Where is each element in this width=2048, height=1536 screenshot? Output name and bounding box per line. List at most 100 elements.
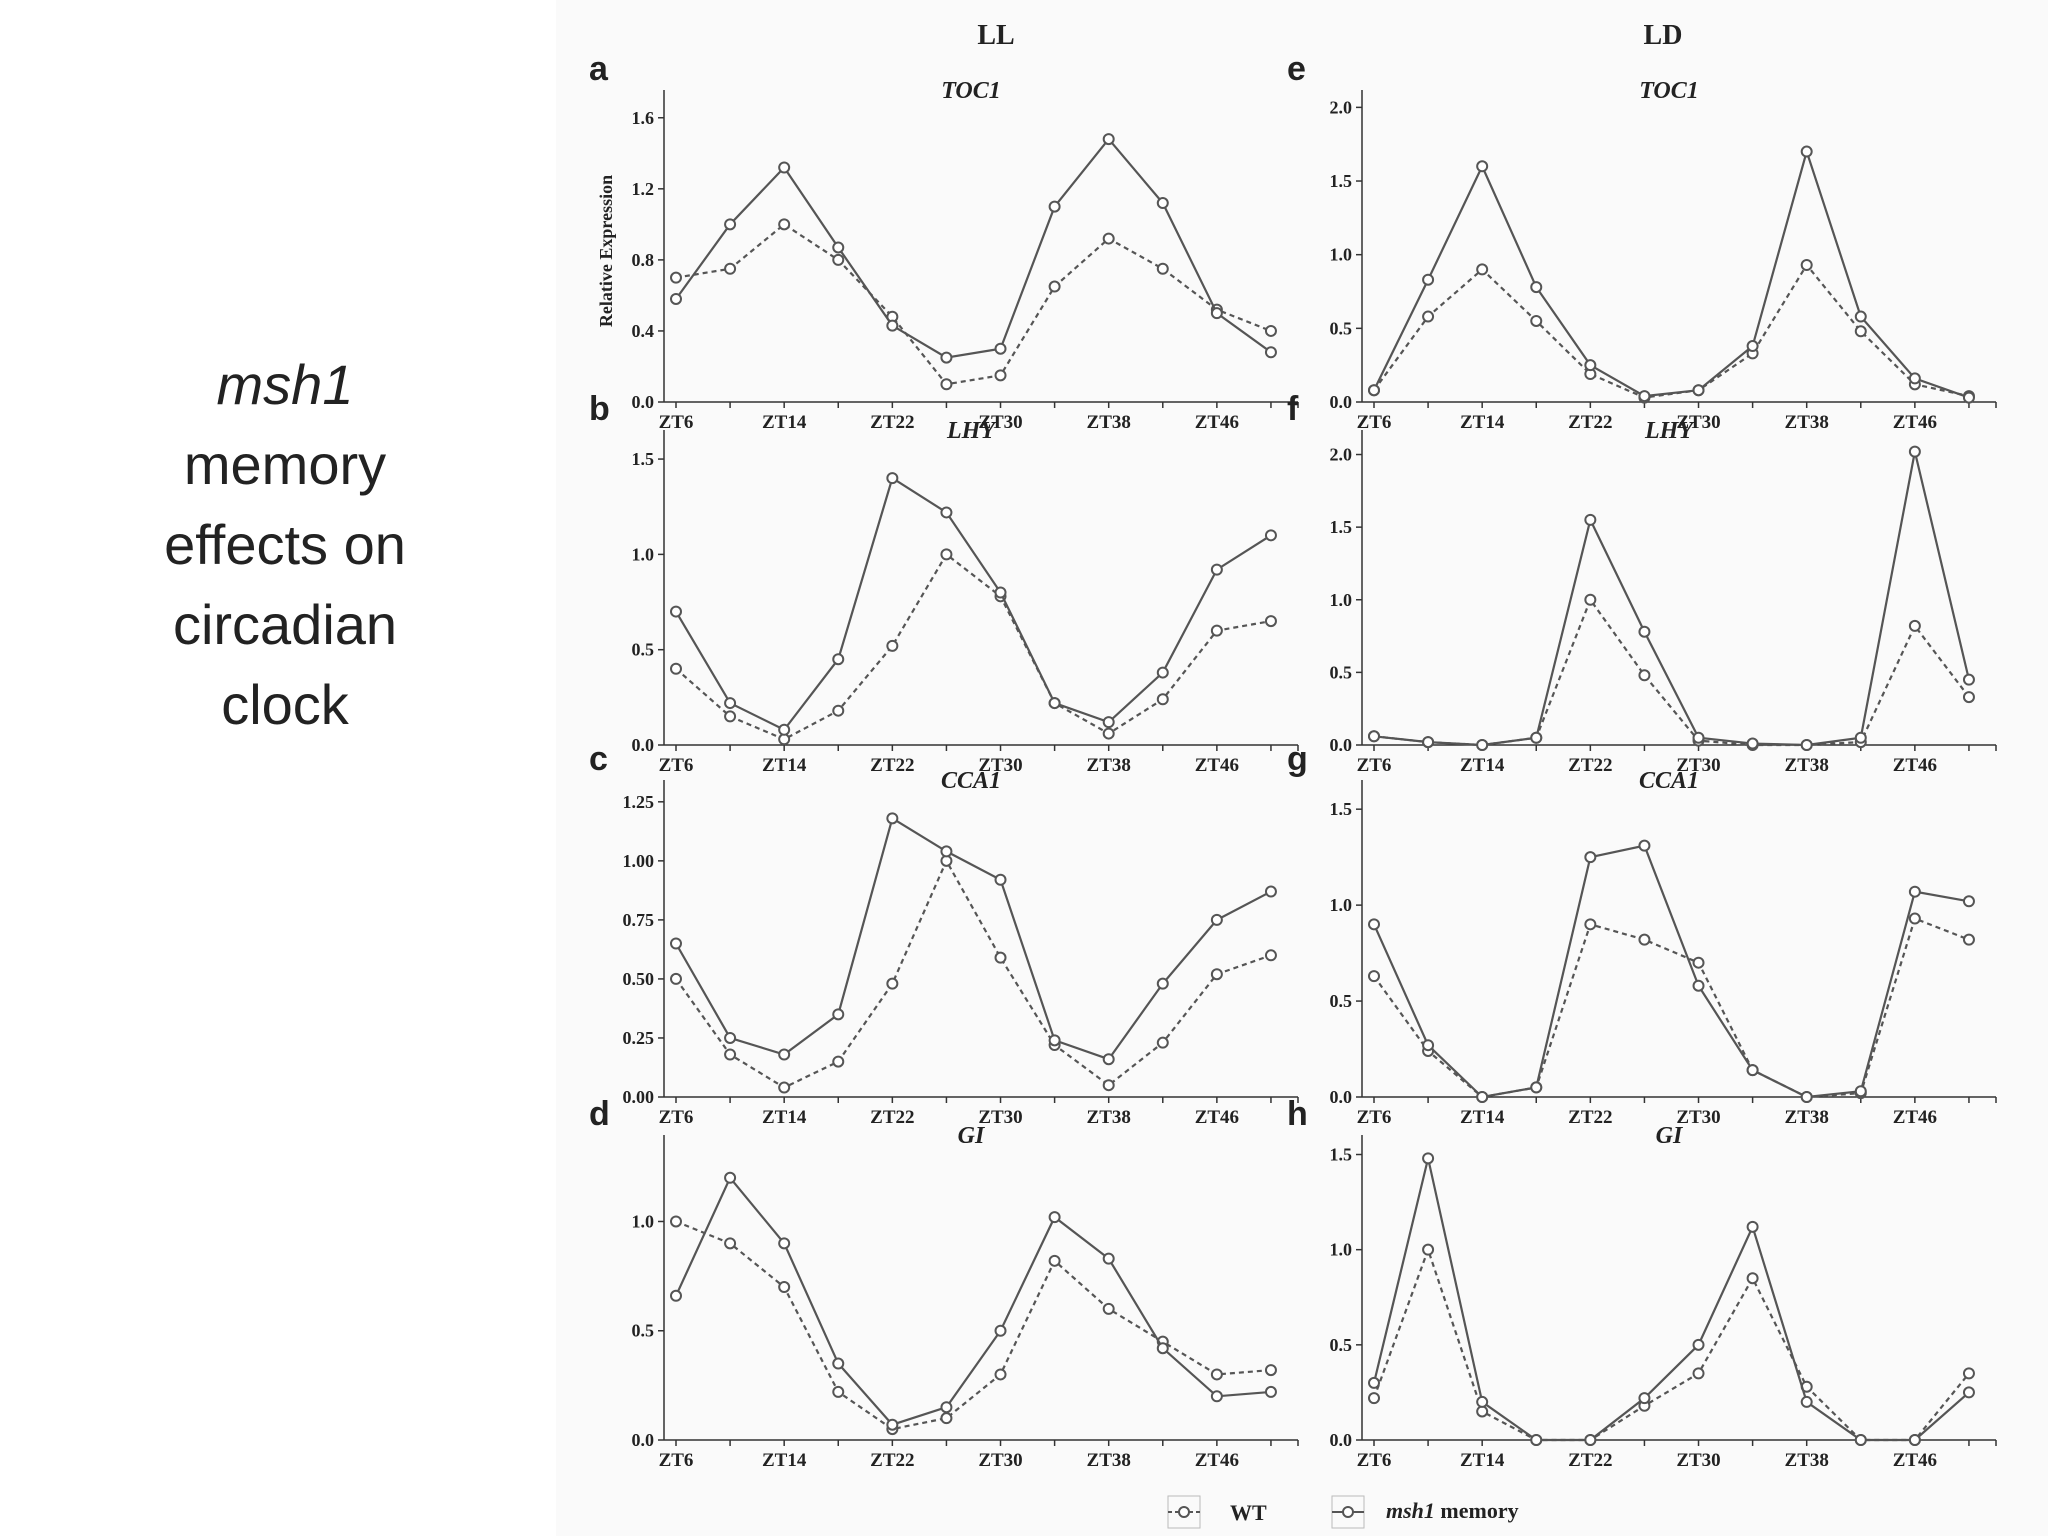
point-wt <box>832 1385 845 1398</box>
point-wt <box>778 218 791 231</box>
x-tick-label: ZT46 <box>1195 755 1239 776</box>
point-msh1 <box>1048 200 1061 213</box>
y-tick-label: 1.0 <box>1330 590 1353 610</box>
x-tick-label: ZT30 <box>978 755 1022 776</box>
legend-msh1-italic: msh1 <box>1386 1498 1435 1523</box>
point-wt <box>670 662 682 675</box>
point-wt <box>1368 970 1380 983</box>
point-wt <box>832 1055 845 1068</box>
point-wt <box>832 704 845 717</box>
x-tick-label: ZT38 <box>1785 1450 1829 1471</box>
x-tick-label: ZT14 <box>762 755 807 776</box>
point-msh1 <box>1854 310 1867 323</box>
y-tick-label: 2.0 <box>1330 97 1353 117</box>
point-msh1 <box>1638 839 1651 852</box>
point-wt <box>1962 691 1975 704</box>
point-msh1 <box>886 319 899 332</box>
x-tick-label: ZT30 <box>978 1450 1022 1471</box>
title-line-1: memory <box>183 433 387 496</box>
point-msh1 <box>1854 1085 1867 1098</box>
column-title-ll: LL <box>977 20 1014 51</box>
point-msh1 <box>1962 895 1975 908</box>
point-msh1 <box>1264 885 1277 898</box>
gene-title: LHY <box>946 418 997 444</box>
point-msh1 <box>1368 730 1380 743</box>
point-msh1 <box>1962 1386 1975 1399</box>
x-tick-label: ZT46 <box>1893 1450 1937 1471</box>
point-msh1 <box>940 351 953 364</box>
point-msh1 <box>1638 390 1651 403</box>
series-line-wt <box>675 858 1272 1089</box>
panel-letter: e <box>1287 50 1306 88</box>
series-line-msh1 <box>675 1175 1272 1426</box>
x-tick-label: ZT14 <box>1460 412 1505 433</box>
point-msh1 <box>886 472 899 485</box>
point-wt <box>1584 593 1597 606</box>
x-tick-label: ZT14 <box>1460 1450 1505 1471</box>
point-wt <box>1854 325 1867 338</box>
legend-wt-label: WT <box>1230 1500 1267 1525</box>
panel-letter: d <box>589 1095 610 1133</box>
y-tick-label: 1.2 <box>632 179 655 199</box>
y-tick-label: 0.0 <box>1330 1087 1353 1107</box>
x-tick-label: ZT22 <box>870 412 914 433</box>
x-tick-label: ZT6 <box>1357 1450 1392 1471</box>
point-wt <box>1264 615 1277 628</box>
point-msh1 <box>724 697 737 710</box>
point-wt <box>1156 1036 1169 1049</box>
y-tick-label: 0.0 <box>632 1430 655 1450</box>
point-wt <box>1264 324 1277 337</box>
gene-title: GI <box>1656 1123 1684 1149</box>
point-msh1 <box>778 161 791 174</box>
point-msh1 <box>1476 1091 1489 1103</box>
x-tick-label: ZT38 <box>1785 412 1829 433</box>
y-tick-label: 1.0 <box>632 544 655 564</box>
x-tick-label: ZT6 <box>659 412 694 433</box>
y-tick-label: 0.8 <box>632 250 655 270</box>
point-msh1 <box>1368 1376 1380 1389</box>
point-msh1 <box>1530 1434 1543 1446</box>
point-wt <box>670 1215 682 1228</box>
x-tick-label: ZT30 <box>1676 755 1720 776</box>
point-wt <box>1264 1364 1277 1377</box>
point-msh1 <box>1746 340 1759 353</box>
point-msh1 <box>1800 1395 1813 1408</box>
point-msh1 <box>1962 673 1975 686</box>
point-msh1 <box>832 241 845 254</box>
gene-title: CCA1 <box>1639 768 1699 794</box>
point-msh1 <box>1908 1434 1921 1446</box>
x-tick-label: ZT46 <box>1195 1107 1239 1128</box>
point-wt <box>1102 727 1115 740</box>
point-msh1 <box>1102 1053 1115 1066</box>
y-tick-label: 0.5 <box>632 640 655 660</box>
x-tick-label: ZT46 <box>1893 412 1937 433</box>
point-msh1 <box>1048 1211 1061 1224</box>
point-wt <box>1210 624 1223 637</box>
gene-title: TOC1 <box>941 78 1001 104</box>
series-line-wt <box>675 222 1272 386</box>
x-tick-label: ZT38 <box>1087 412 1131 433</box>
series-line-msh1 <box>675 476 1272 732</box>
point-msh1 <box>1638 1392 1651 1405</box>
x-tick-label: ZT22 <box>1568 1107 1612 1128</box>
point-msh1 <box>1156 1342 1169 1355</box>
title-gene-name: msh1 <box>216 353 354 416</box>
y-tick-label: 1.0 <box>1330 245 1353 265</box>
gene-title: CCA1 <box>941 768 1001 794</box>
x-tick-label: ZT22 <box>1568 755 1612 776</box>
legend-msh1-marker <box>1342 1506 1354 1518</box>
point-msh1 <box>1102 133 1115 146</box>
point-msh1 <box>1264 529 1277 542</box>
x-tick-label: ZT6 <box>659 755 694 776</box>
y-tick-label: 1.5 <box>1330 1145 1353 1165</box>
point-wt <box>1746 1272 1759 1285</box>
point-msh1 <box>1476 739 1489 751</box>
point-wt <box>994 1368 1007 1381</box>
point-msh1 <box>1422 1152 1435 1165</box>
point-msh1 <box>940 506 953 519</box>
point-wt <box>1962 1367 1975 1380</box>
point-msh1 <box>724 218 737 231</box>
point-wt <box>1210 968 1223 981</box>
point-msh1 <box>1746 1220 1759 1233</box>
x-tick-label: ZT14 <box>762 412 807 433</box>
